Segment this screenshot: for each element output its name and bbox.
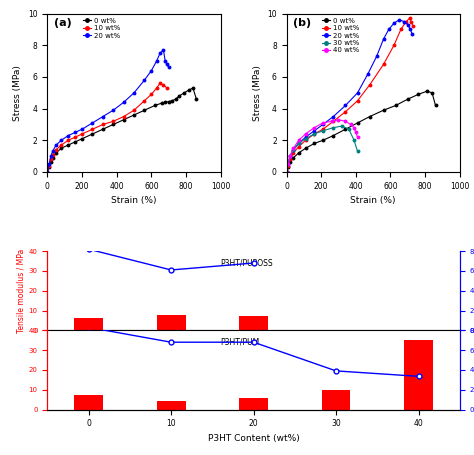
Legend: 0 wt%, 10 wt%, 20 wt%, 30 wt%, 40 wt%: 0 wt%, 10 wt%, 20 wt%, 30 wt%, 40 wt%: [321, 17, 360, 54]
Bar: [157, 400, 185, 410]
Legend: 0 wt%, 10 wt%, 20 wt%: 0 wt%, 10 wt%, 20 wt%: [82, 17, 121, 39]
Bar: [74, 394, 103, 410]
Bar: [322, 389, 350, 410]
Bar: [157, 315, 185, 330]
Text: P3HT/PUPOSS: P3HT/PUPOSS: [220, 258, 273, 268]
Bar: [404, 340, 433, 410]
Bar: [74, 318, 103, 330]
X-axis label: P3HT Content (wt%): P3HT Content (wt%): [208, 434, 300, 443]
Y-axis label: Stress (MPa): Stress (MPa): [253, 65, 262, 121]
X-axis label: Strain (%): Strain (%): [350, 196, 396, 205]
Text: P3HT/PUM: P3HT/PUM: [220, 338, 260, 347]
Y-axis label: Tensile modulus / MPa: Tensile modulus / MPa: [17, 248, 26, 333]
Bar: [239, 398, 268, 410]
Text: (a): (a): [55, 18, 72, 28]
X-axis label: Strain (%): Strain (%): [111, 196, 157, 205]
Y-axis label: Stress (MPa): Stress (MPa): [13, 65, 22, 121]
Text: (b): (b): [293, 18, 311, 28]
Bar: [239, 317, 268, 330]
